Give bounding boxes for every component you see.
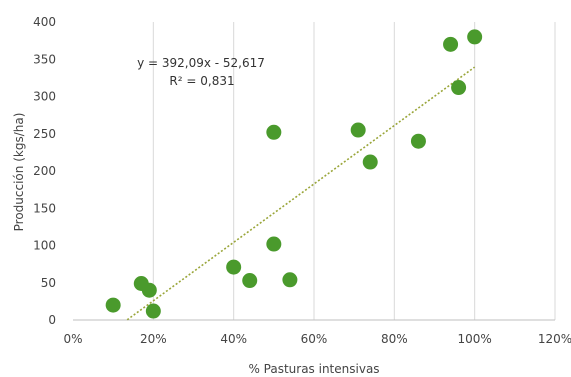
y-tick-label: 300 [33,90,56,104]
data-point [467,29,483,45]
data-point [451,80,467,96]
data-point [226,259,242,275]
data-point [350,122,366,138]
y-tick-label: 350 [33,52,56,66]
vertical-gridlines [152,22,556,320]
data-point [266,236,282,252]
trendline-equation: y = 392,09x - 52,617 [137,56,265,70]
x-axis-title: % Pasturas intensivas [248,362,379,376]
x-tick-label: 60% [301,332,328,346]
x-tick-label: 120% [538,332,571,346]
x-tick-label: 80% [381,332,408,346]
y-axis-title: Producción (kgs/ha) [12,113,26,232]
data-point [242,273,258,289]
y-tick-label: 100 [33,239,56,253]
trendline [126,66,476,321]
y-tick-labels: 0 50 100 150 200 250 300 350 400 [33,15,56,327]
y-tick-label: 50 [41,276,56,290]
data-point [410,133,426,149]
data-point [141,282,157,298]
x-tick-label: 100% [458,332,492,346]
data-point [266,124,282,140]
x-tick-label: 40% [220,332,247,346]
x-tick-label: 20% [140,332,167,346]
data-point [145,303,161,319]
x-tick-label: 0% [63,332,82,346]
y-tick-label: 400 [33,15,56,29]
data-points [105,29,483,319]
y-tick-label: 150 [33,201,56,215]
data-point [105,297,121,313]
trendline-r2: R² = 0,831 [169,74,234,88]
data-point [362,154,378,170]
y-tick-label: 0 [48,313,56,327]
y-tick-label: 200 [33,164,56,178]
data-point [443,36,459,52]
x-tick-labels: 0% 20% 40% 60% 80% 100% 120% [63,332,571,346]
y-tick-label: 250 [33,127,56,141]
data-point [282,272,298,288]
